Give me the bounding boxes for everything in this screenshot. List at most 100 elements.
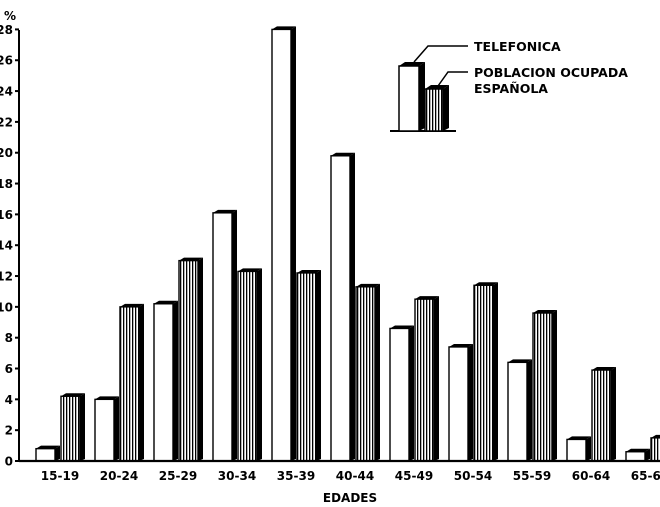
bar-telefonica <box>212 209 237 462</box>
y-tick-label: 10 <box>0 300 13 314</box>
bar-poblacion <box>473 282 498 462</box>
bar-telefonica <box>625 448 650 462</box>
bar-face <box>119 306 140 462</box>
y-tick-label: 12 <box>0 270 13 284</box>
x-tick-label: 25-29 <box>159 469 197 483</box>
bar-top <box>61 393 85 397</box>
bar-face <box>507 361 528 462</box>
bar-face <box>625 451 646 462</box>
legend-swatch-telefonica <box>398 65 420 132</box>
y-tick-label: 0 <box>5 455 13 469</box>
bar-face <box>153 303 174 462</box>
bar-poblacion <box>119 303 144 462</box>
bar-side <box>173 300 178 461</box>
bar-poblacion <box>650 434 660 462</box>
bar-side <box>350 152 355 462</box>
bar-telefonica <box>35 445 60 462</box>
bar-face <box>296 272 317 462</box>
bar-side <box>493 282 498 461</box>
legend-label-telefonica: TELEFONICA <box>474 39 561 54</box>
x-tick-label: 20-24 <box>100 469 138 483</box>
bar-telefonica <box>271 26 296 462</box>
bar-side <box>291 26 296 462</box>
bar-top <box>179 257 203 261</box>
bar-poblacion <box>237 268 262 462</box>
bar-face <box>414 298 435 462</box>
y-tick-label: 4 <box>5 393 13 407</box>
bar-side <box>611 367 616 461</box>
bar-face <box>448 346 469 462</box>
bar-side <box>434 296 439 461</box>
bar-side <box>527 359 532 461</box>
bar-face <box>60 395 81 462</box>
bar-telefonica <box>389 325 414 462</box>
bar-face <box>650 437 660 462</box>
y-tick-label: 6 <box>5 362 13 376</box>
bar-side <box>198 257 203 461</box>
x-tick-label: 60-64 <box>572 469 610 483</box>
bar-top <box>213 209 237 213</box>
bar-top <box>449 343 473 347</box>
bar-face <box>35 447 56 462</box>
bar-top <box>297 269 321 273</box>
legend: TELEFONICA POBLACION OCUPADA ESPAÑOLA <box>390 39 628 132</box>
bar-telefonica <box>330 152 355 462</box>
bar-side <box>409 325 414 461</box>
bar-side <box>375 283 380 461</box>
bar-side <box>316 269 321 461</box>
y-tick-label: 26 <box>0 54 13 68</box>
bar-side <box>114 396 119 461</box>
x-axis-title: EDADES <box>323 491 377 505</box>
bar-side <box>80 393 85 461</box>
bar-poblacion <box>591 367 616 462</box>
legend-label-poblacion-line2: ESPAÑOLA <box>474 81 548 96</box>
bar-side <box>586 436 591 461</box>
bar-top <box>154 300 178 304</box>
bar-poblacion <box>414 296 439 462</box>
y-tick-label: 14 <box>0 239 13 253</box>
bar-top <box>272 26 296 30</box>
bar-face <box>532 312 553 462</box>
bar-poblacion <box>60 393 85 462</box>
y-tick-label: 22 <box>0 115 13 129</box>
y-tick-label: 8 <box>5 331 13 345</box>
bar-top <box>120 303 144 307</box>
bar-telefonica <box>566 436 591 462</box>
bar-face <box>591 369 612 462</box>
bar-face <box>237 270 258 462</box>
bar-top <box>356 283 380 287</box>
bar-face <box>355 286 376 462</box>
x-tick-label: 35-39 <box>277 469 315 483</box>
y-tick-label: 16 <box>0 208 13 222</box>
x-tick-label: 65-69 <box>631 469 660 483</box>
bar-top <box>626 448 650 452</box>
bar-face <box>330 155 351 462</box>
bar-top <box>567 436 591 440</box>
bar-poblacion <box>296 269 321 462</box>
legend-swatch-poblacion <box>424 88 444 132</box>
bar-side <box>55 445 60 461</box>
bar-telefonica <box>448 343 473 462</box>
bar-face <box>178 259 199 462</box>
bar-top <box>415 296 439 300</box>
y-tick-label: 18 <box>0 177 13 191</box>
bar-top <box>390 325 414 329</box>
bar-side <box>232 209 237 461</box>
x-tick-label: 55-59 <box>513 469 551 483</box>
bar-poblacion <box>355 283 380 462</box>
y-axis-title: % <box>4 9 16 23</box>
bar-face <box>566 438 587 462</box>
legend-leader-telefonica <box>413 45 468 63</box>
y-tick-label: 2 <box>5 424 13 438</box>
bar-poblacion <box>532 310 557 462</box>
bar-top <box>36 445 60 449</box>
bar-face <box>271 28 292 462</box>
x-tick-label: 50-54 <box>454 469 492 483</box>
bar-face <box>94 398 115 462</box>
bar-top <box>592 367 616 371</box>
legend-swatch-telefonica-top <box>399 62 425 66</box>
bar-top <box>533 310 557 314</box>
bar-top <box>474 282 498 286</box>
bar-side <box>468 343 473 461</box>
